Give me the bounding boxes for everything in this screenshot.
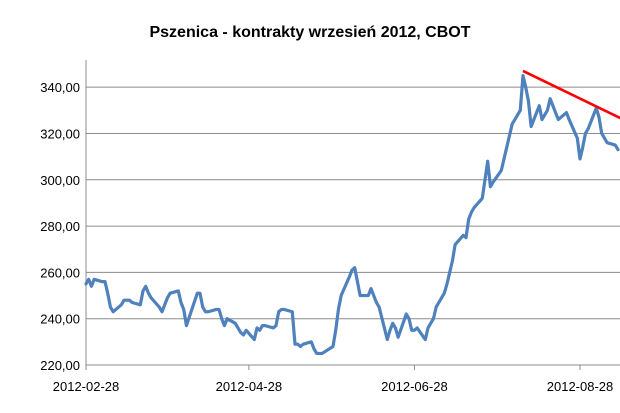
x-axis-tick-labels: 2012-02-28 2012-04-28 2012-06-28 2012-08-28 [53,365,614,394]
grid-lines [86,86,620,320]
y-tick-label: 280,00 [40,219,80,234]
chart-title: Pszenica - kontrakty wrzesień 2012, CBOT [149,24,470,41]
y-tick-label: 260,00 [40,265,80,280]
axes [85,60,620,366]
y-tick-label: 300,00 [40,173,80,188]
x-tick-label: 2012-08-28 [547,379,614,394]
x-tick-label: 2012-06-28 [381,379,448,394]
y-tick-label: 240,00 [40,312,80,327]
x-tick-label: 2012-02-28 [53,379,120,394]
series-line [84,73,620,356]
trend-line [522,69,620,120]
annotation-layer [522,69,620,120]
y-axis-tick-labels: 220,00 240,00 260,00 280,00 300,00 320,00 340,… [40,80,80,373]
y-tick-label: 220,00 [40,358,80,373]
series-layer [84,73,620,356]
y-tick-label: 340,00 [40,80,80,95]
x-tick-label: 2012-04-28 [216,379,283,394]
y-tick-label: 320,00 [40,126,80,141]
